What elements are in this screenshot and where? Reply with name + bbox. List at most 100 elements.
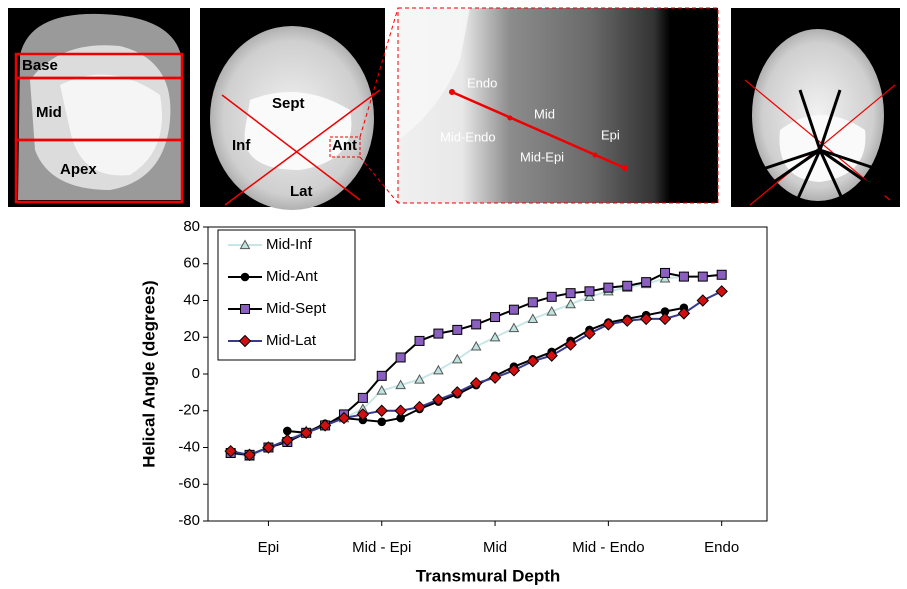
panel-label: Mid xyxy=(534,106,555,121)
zoom-panel: Endo Mid Epi Mid-Endo Mid-Epi xyxy=(397,7,719,204)
marker xyxy=(545,349,558,362)
marker xyxy=(224,444,237,458)
marker xyxy=(337,411,351,425)
marker xyxy=(262,441,275,454)
marker xyxy=(490,312,501,323)
panel-label: Epi xyxy=(601,127,620,142)
legend-box xyxy=(217,229,356,361)
marker xyxy=(658,312,672,326)
marker xyxy=(641,277,652,288)
marker xyxy=(488,371,502,384)
marker xyxy=(238,334,252,348)
marker xyxy=(564,338,577,351)
marker xyxy=(451,386,464,399)
y-tick-label: 80 xyxy=(183,218,200,235)
marker xyxy=(281,433,294,447)
marker xyxy=(414,335,425,346)
marker xyxy=(376,370,387,381)
marker xyxy=(660,267,671,278)
panel-label: Mid-Epi xyxy=(520,149,564,164)
marker xyxy=(357,392,368,403)
x-tick-label: Endo xyxy=(704,539,739,556)
marker xyxy=(507,364,521,377)
panel-label: Mid-Endo xyxy=(440,129,496,144)
y-tick-label: 40 xyxy=(183,291,200,308)
marker xyxy=(394,404,407,417)
y-tick-label: -60 xyxy=(178,475,200,492)
panel-label: Apex xyxy=(60,161,97,178)
short-axis-panel: Sept Inf Ant Lat xyxy=(200,7,399,210)
y-tick-label: -80 xyxy=(178,512,200,529)
marker xyxy=(243,448,256,462)
marker xyxy=(240,272,250,282)
marker xyxy=(546,305,558,316)
marker xyxy=(451,353,463,364)
marker xyxy=(565,288,576,299)
marker xyxy=(584,291,595,301)
marker xyxy=(395,379,406,390)
marker xyxy=(622,280,633,291)
marker xyxy=(697,271,708,282)
y-tick-label: 20 xyxy=(183,328,200,345)
marker xyxy=(239,239,251,250)
marker xyxy=(546,291,557,302)
long-axis-panel: Base Mid Apex xyxy=(8,8,190,207)
y-tick-label: -40 xyxy=(178,438,200,455)
marker xyxy=(469,376,483,390)
panel-label: Ant xyxy=(332,137,357,154)
marker xyxy=(526,354,540,368)
marker xyxy=(413,400,426,414)
marker xyxy=(527,297,538,308)
x-tick-label: Mid - Epi xyxy=(352,539,411,556)
x-tick-label: Mid - Endo xyxy=(572,539,645,556)
y-axis-label: Helical Angle (degrees) xyxy=(139,280,158,467)
marker xyxy=(375,404,388,417)
panel-label: Mid xyxy=(36,104,62,121)
legend-label: Mid-Inf xyxy=(266,236,313,253)
x-tick-label: Mid xyxy=(483,539,507,556)
marker xyxy=(583,327,596,340)
x-tick-label: Epi xyxy=(258,539,280,556)
x-axis-label: Transmural Depth xyxy=(416,566,561,585)
marker xyxy=(240,304,250,314)
marker xyxy=(678,271,689,282)
marker xyxy=(716,269,727,280)
marker xyxy=(299,426,313,440)
marker xyxy=(584,286,595,297)
marker xyxy=(356,408,370,421)
marker xyxy=(433,328,444,339)
marker xyxy=(377,417,387,427)
marker xyxy=(489,331,501,342)
y-tick-label: 0 xyxy=(192,365,200,382)
marker xyxy=(639,312,653,326)
marker xyxy=(677,307,691,320)
marker xyxy=(470,340,482,351)
marker xyxy=(508,322,520,333)
marker xyxy=(527,313,539,323)
panel-label: Sept xyxy=(272,95,305,112)
marker xyxy=(565,298,576,309)
marker xyxy=(433,364,444,375)
marker xyxy=(432,393,445,406)
marker xyxy=(508,304,519,315)
marker xyxy=(283,426,292,436)
marker xyxy=(715,285,728,298)
marker xyxy=(696,294,709,307)
panel-label: Endo xyxy=(467,75,497,90)
panel-label: Base xyxy=(22,57,58,74)
marker xyxy=(659,272,671,283)
marker xyxy=(414,373,425,384)
marker xyxy=(602,318,615,331)
marker xyxy=(452,324,463,335)
marker xyxy=(318,419,332,432)
panel-label: Inf xyxy=(232,137,251,154)
y-tick-label: -20 xyxy=(178,402,200,419)
marker xyxy=(621,314,634,327)
y-tick-label: 60 xyxy=(183,255,200,272)
legend-label: Mid-Ant xyxy=(266,268,319,285)
legend-label: Mid-Lat xyxy=(266,332,317,349)
legend-label: Mid-Sept xyxy=(266,300,327,317)
marker xyxy=(603,282,614,293)
marker xyxy=(395,352,406,363)
